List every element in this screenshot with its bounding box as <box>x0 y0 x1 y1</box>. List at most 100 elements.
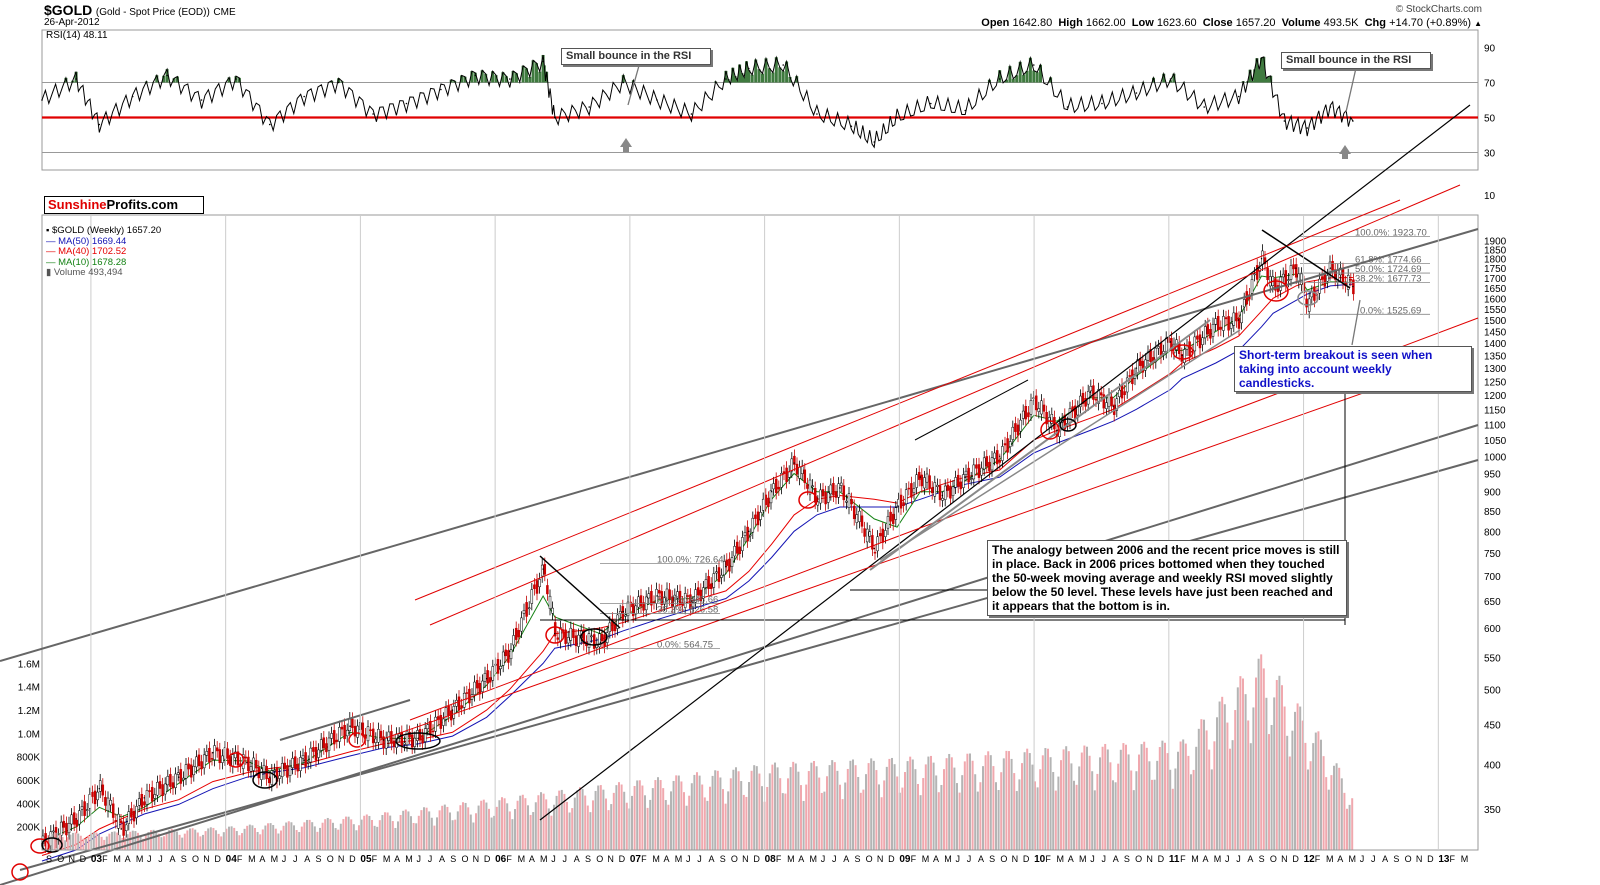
volume-bar <box>1275 680 1278 850</box>
candle-body <box>1107 394 1111 407</box>
price-point <box>269 776 271 778</box>
candle-body <box>195 756 198 768</box>
volume-bar <box>524 798 527 850</box>
volume-bar <box>836 770 839 850</box>
volume-bar <box>638 780 641 850</box>
candle-body <box>384 737 388 749</box>
candle-body <box>540 564 544 577</box>
price-tick-850: 850 <box>1484 507 1501 518</box>
volume-bar <box>443 804 446 850</box>
candle-body <box>75 819 79 827</box>
x-tick-label: M <box>113 854 121 864</box>
volume-bar <box>1148 761 1151 850</box>
candle-body <box>314 747 318 761</box>
volume-bar <box>506 803 509 850</box>
candle-body <box>306 761 310 764</box>
x-tick-label: 05 <box>360 854 372 865</box>
candle-body <box>473 681 476 695</box>
rsi-point <box>1203 106 1206 108</box>
candle-body <box>234 751 237 759</box>
price-point <box>1295 267 1297 269</box>
x-tick-label: J <box>563 854 568 864</box>
fib-label: 100.0%: 1923.70 <box>1355 227 1427 238</box>
candle-body <box>171 782 175 789</box>
chg-value: +14.70 (+0.89%) <box>1389 17 1472 29</box>
volume-bar <box>111 831 113 850</box>
volume-bar <box>332 822 334 850</box>
volume-bar <box>662 788 665 850</box>
volume-bar <box>1143 741 1146 850</box>
candle-body <box>1037 408 1041 412</box>
candle-body <box>793 455 796 465</box>
volume-bar <box>1169 769 1172 850</box>
ohlc-readout: Open 1642.80 High 1662.00 Low 1623.60 Cl… <box>981 17 1482 29</box>
candle-body <box>860 515 864 527</box>
x-tick-label: J <box>147 854 152 864</box>
volume-bar <box>781 793 784 850</box>
x-tick-label: A <box>664 854 670 864</box>
volume-bar <box>298 832 301 850</box>
volume-bar <box>1171 788 1174 850</box>
rsi-point <box>816 113 818 115</box>
volume-bar <box>423 807 425 850</box>
volume-bar <box>176 831 178 850</box>
rsi-point <box>747 67 750 70</box>
triangle-line-2 <box>1261 229 1351 289</box>
candle-body <box>1081 392 1085 404</box>
candle-body <box>933 482 937 497</box>
x-tick-label: M <box>405 854 413 864</box>
candle-body <box>574 635 578 647</box>
candle-body <box>608 622 612 632</box>
x-tick-label: M <box>1348 854 1356 864</box>
candle-body <box>1016 424 1020 436</box>
triangle-line <box>539 555 621 629</box>
volume-bar <box>1333 765 1335 850</box>
candle-body <box>426 724 430 730</box>
price-tick-1100: 1100 <box>1484 420 1506 431</box>
volume-bar <box>384 812 386 850</box>
candle-body <box>798 466 801 479</box>
candle-body <box>163 783 167 795</box>
x-tick-label: O <box>327 854 334 864</box>
volume-bar <box>987 751 990 850</box>
volume-bar <box>1283 706 1286 850</box>
candle-body <box>811 485 814 488</box>
price-point <box>873 547 875 550</box>
candle-body <box>1341 269 1345 283</box>
volume-bar <box>259 834 262 850</box>
volume-bar <box>620 784 623 850</box>
candle-body <box>137 798 141 806</box>
volume-bar <box>932 762 935 850</box>
candle-body <box>548 595 552 609</box>
volume-bar <box>358 825 360 850</box>
price-point <box>417 737 419 740</box>
volume-bar <box>144 835 147 850</box>
volume-bar <box>896 776 899 850</box>
volume-bar <box>950 757 953 850</box>
volume-bar <box>974 774 977 850</box>
candle-body <box>611 618 614 632</box>
volume-bar <box>1015 791 1018 850</box>
price-point <box>690 600 693 602</box>
volume-bar <box>826 776 828 850</box>
volume-bar <box>831 760 834 850</box>
rsi-point <box>1066 106 1069 108</box>
volume-bar <box>1080 752 1083 850</box>
volume-bar <box>753 765 756 850</box>
volume-bar <box>1073 780 1075 850</box>
candle-body <box>117 813 120 829</box>
volume-bar <box>849 760 852 850</box>
volume-bar <box>371 819 373 850</box>
volume-bar <box>1018 779 1021 850</box>
volume-bar <box>1291 730 1294 850</box>
volume-bar <box>709 786 711 850</box>
volume-bar <box>129 831 132 850</box>
volume-bar <box>610 804 613 850</box>
candle-body <box>572 628 575 638</box>
dashed-support <box>879 329 1241 561</box>
candle-body <box>413 737 417 747</box>
price-point <box>1169 341 1172 343</box>
candle-body <box>299 757 302 771</box>
price-tick-1600: 1600 <box>1484 294 1507 305</box>
volume-bar <box>142 838 145 850</box>
